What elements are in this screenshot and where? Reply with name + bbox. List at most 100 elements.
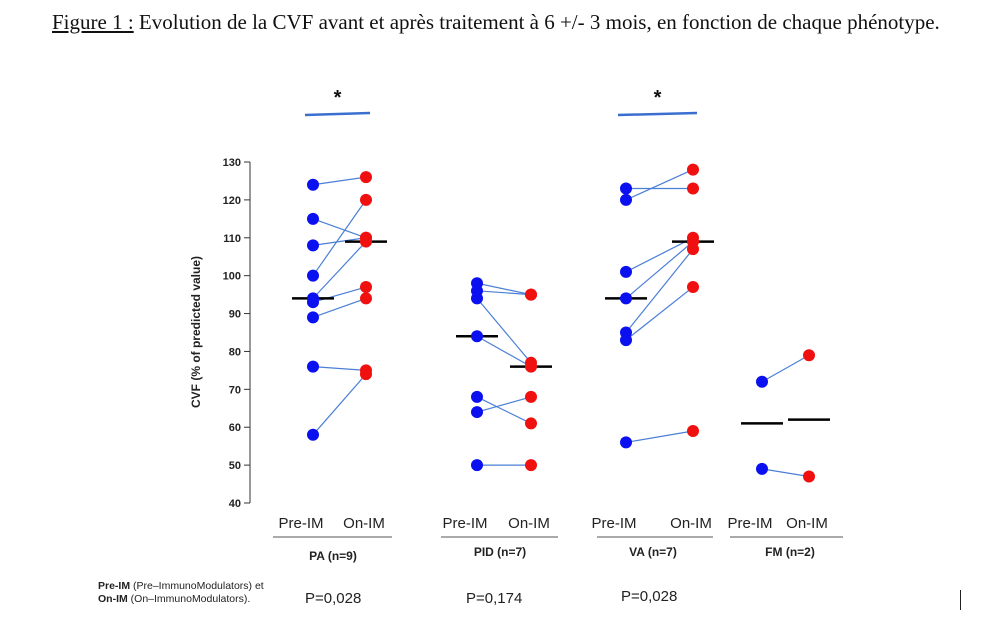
figure-label: Figure 1 :	[52, 10, 134, 34]
pair-line-pid-5	[476, 396, 532, 413]
pair-line-va-5	[625, 286, 694, 341]
x-label-pre-pid: Pre-IM	[443, 515, 488, 532]
pair-line-pid-1	[476, 290, 532, 296]
significance-bar-va	[617, 111, 698, 117]
y-tick-label-50: 50	[229, 460, 241, 472]
point-on-pid-1	[525, 288, 537, 301]
point-on-va-6	[687, 425, 699, 438]
point-pre-pa-7	[307, 360, 319, 373]
group-label-fm: FM (n=2)	[765, 545, 815, 559]
pair-line-pid-2	[476, 298, 532, 364]
point-pre-pid-2	[471, 292, 483, 305]
point-on-fm-0	[803, 349, 815, 362]
point-on-pa-5	[360, 281, 372, 294]
point-on-va-0	[687, 182, 699, 195]
pair-line-pid-3	[476, 335, 532, 368]
point-pre-pa-5	[307, 296, 319, 309]
y-tick-label-60: 60	[229, 422, 241, 434]
x-label-pre-fm: Pre-IM	[728, 515, 773, 532]
x-label-pre-va: Pre-IM	[592, 515, 637, 532]
x-label-on-fm: On-IM	[786, 515, 828, 532]
pair-line-fm-0	[761, 354, 810, 383]
y-tick-label-130: 130	[223, 157, 241, 169]
point-pre-fm-0	[756, 375, 768, 388]
figure-caption: Figure 1 : Evolution de la CVF avant et …	[52, 8, 982, 37]
point-on-pa-8	[360, 368, 372, 381]
point-pre-va-6	[620, 436, 632, 449]
group-label-pid: PID (n=7)	[474, 545, 526, 559]
point-pre-va-5	[620, 334, 632, 347]
point-pre-va-3	[620, 292, 632, 305]
y-tick-label-110: 110	[223, 233, 241, 245]
point-on-va-5	[687, 281, 699, 294]
point-pre-pid-6	[471, 459, 483, 472]
point-pre-pid-5	[471, 406, 483, 419]
y-tick-label-100: 100	[223, 271, 241, 283]
point-pre-va-0	[620, 182, 632, 195]
pair-line-va-3	[625, 241, 694, 299]
pair-line-pa-5	[312, 286, 367, 303]
point-on-pa-0	[360, 171, 372, 184]
point-on-pa-6	[360, 292, 372, 305]
point-pre-pa-0	[307, 178, 319, 191]
note-pre-abbr: Pre-IM	[98, 580, 131, 592]
pair-line-pa-2	[312, 237, 367, 246]
p-value-pid: P=0,174	[466, 590, 523, 607]
pair-line-pid-0	[476, 282, 532, 296]
pair-line-pa-0	[312, 176, 367, 186]
pair-line-pa-6	[312, 297, 367, 318]
y-tick-label-70: 70	[229, 384, 241, 396]
pair-line-fm-1	[761, 468, 810, 478]
point-pre-pa-2	[307, 239, 319, 252]
point-on-pid-3	[525, 360, 537, 373]
group-label-pa: PA (n=9)	[309, 549, 357, 563]
point-on-va-1	[687, 163, 699, 176]
x-label-pre-pa: Pre-IM	[279, 515, 324, 532]
pair-line-pa-1	[312, 218, 367, 239]
pair-line-pa-4	[312, 241, 367, 299]
point-on-pid-4	[525, 417, 537, 430]
pair-line-pa-8	[312, 373, 367, 436]
point-pre-pid-4	[471, 390, 483, 403]
note-on-abbr: On-IM	[98, 593, 128, 605]
y-axis-title: CVF (% of predicted value)	[189, 256, 203, 408]
abbreviation-note: Pre-IM (Pre–ImmunoModulators) et On-IM (…	[98, 580, 298, 606]
point-pre-pa-8	[307, 428, 319, 441]
significance-star-va: *	[654, 87, 662, 109]
text-cursor	[960, 590, 961, 610]
point-pre-va-2	[620, 265, 632, 278]
note-on-text: (On–ImmunoModulators).	[127, 593, 251, 605]
point-on-pid-5	[525, 390, 537, 403]
pair-line-pid-4	[476, 396, 532, 424]
p-value-va: P=0,028	[621, 588, 678, 605]
point-on-pid-6	[525, 459, 537, 472]
x-label-on-va: On-IM	[670, 515, 712, 532]
figure-title: Evolution de la CVF avant et après trait…	[133, 10, 940, 34]
y-tick-label-120: 120	[223, 195, 241, 207]
pair-line-pa-7	[312, 366, 367, 371]
point-on-pa-3	[360, 193, 372, 206]
point-pre-pa-3	[307, 269, 319, 282]
pair-line-pa-3	[312, 199, 367, 277]
point-pre-pa-6	[307, 311, 319, 324]
y-tick-label-90: 90	[229, 309, 241, 321]
pair-line-va-6	[625, 430, 694, 443]
x-label-on-pa: On-IM	[343, 515, 385, 532]
point-pre-pid-3	[471, 330, 483, 343]
point-pre-pa-1	[307, 212, 319, 225]
point-on-va-4	[687, 243, 699, 256]
point-pre-fm-1	[756, 462, 768, 475]
note-pre-text: (Pre–ImmunoModulators) et	[130, 580, 264, 592]
point-on-pa-4	[360, 235, 372, 248]
x-label-on-pid: On-IM	[508, 515, 550, 532]
y-tick-label-40: 40	[229, 498, 241, 510]
y-tick-label-80: 80	[229, 346, 241, 358]
point-on-fm-1	[803, 470, 815, 483]
significance-star-pa: *	[334, 87, 342, 109]
group-label-va: VA (n=7)	[629, 545, 677, 559]
pair-line-va-1	[625, 169, 694, 201]
significance-bar-pa	[304, 111, 371, 117]
pair-line-va-4	[625, 248, 694, 333]
pair-line-va-2	[625, 237, 694, 273]
